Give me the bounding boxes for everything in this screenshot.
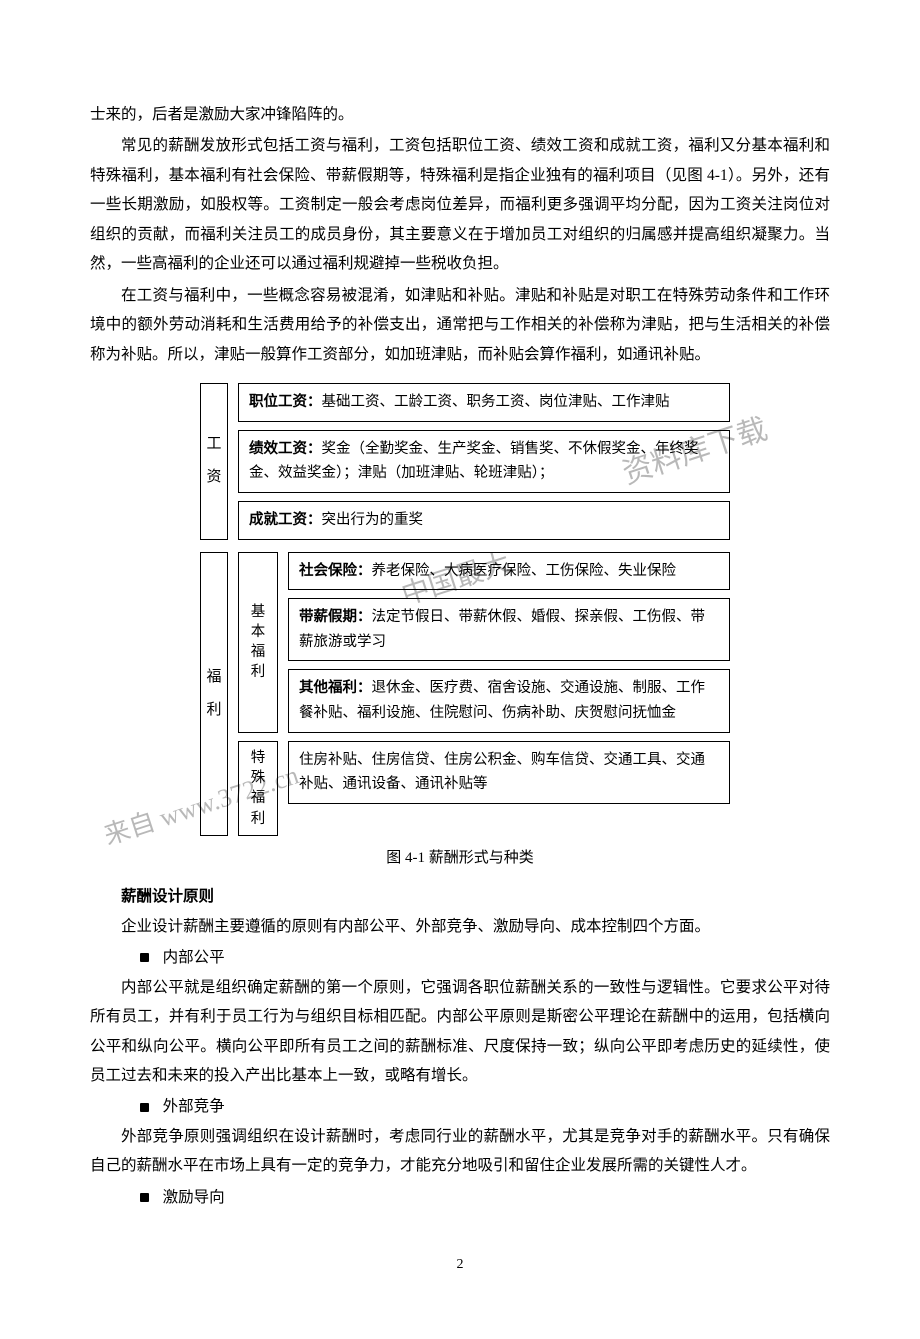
- special-welfare-box: 住房补贴、住房信贷、住房公积金、购车信贷、交通工具、交通补贴、通讯设备、通讯补贴…: [288, 741, 730, 804]
- internal-fairness-text: 内部公平就是组织确定薪酬的第一个原则，它强调各职位薪酬关系的一致性与逻辑性。它要…: [90, 973, 830, 1091]
- box-lead: 带薪假期：: [299, 609, 372, 625]
- design-heading: 薪酬设计原则: [90, 882, 830, 911]
- diagram-caption: 图 4-1 薪酬形式与种类: [90, 844, 830, 873]
- wage-section: 工资 职位工资：基础工资、工龄工资、职务工资、岗位津贴、工作津贴 绩效工资：奖金…: [200, 383, 730, 540]
- bullet-external-competition: 外部竞争: [140, 1092, 830, 1121]
- external-competition-text: 外部竞争原则强调组织在设计薪酬时，考虑同行业的薪酬水平，尤其是竞争对手的薪酬水平…: [90, 1122, 830, 1181]
- wage-label: 工资: [200, 383, 228, 540]
- bullet-icon: [140, 953, 149, 962]
- basic-welfare-label: 基本福利: [238, 552, 278, 733]
- box-lead: 成就工资：: [249, 512, 322, 528]
- paragraph-forms: 常见的薪酬发放形式包括工资与福利，工资包括职位工资、绩效工资和成就工资，福利又分…: [90, 131, 830, 278]
- compensation-diagram: 资料库下载 中国最大 来自 www.3722.cn 工资 职位工资：基础工资、工…: [90, 383, 830, 872]
- box-content: 住房补贴、住房信贷、住房公积金、购车信贷、交通工具、交通补贴、通讯设备、通讯补贴…: [299, 752, 705, 793]
- welfare-section: 福利 基本福利 社会保险：养老保险、大病医疗保险、工伤保险、失业保险 带薪假期：…: [200, 552, 730, 836]
- box-lead: 绩效工资：: [249, 441, 322, 457]
- position-wage-box: 职位工资：基础工资、工龄工资、职务工资、岗位津贴、工作津贴: [238, 383, 730, 422]
- box-lead: 社会保险：: [299, 563, 372, 579]
- paragraph-continued: 士来的，后者是激励大家冲锋陷阵的。: [90, 100, 830, 129]
- bullet-icon: [140, 1193, 149, 1202]
- paid-leave-box: 带薪假期：法定节假日、带薪休假、婚假、探亲假、工伤假、带薪旅游或学习: [288, 598, 730, 661]
- social-insurance-box: 社会保险：养老保险、大病医疗保险、工伤保险、失业保险: [288, 552, 730, 591]
- box-lead: 职位工资：: [249, 394, 322, 410]
- bullet-label: 内部公平: [163, 943, 225, 972]
- bullet-label: 激励导向: [163, 1183, 225, 1212]
- basic-welfare-row: 基本福利 社会保险：养老保险、大病医疗保险、工伤保险、失业保险 带薪假期：法定节…: [238, 552, 730, 733]
- special-welfare-label: 特殊福利: [238, 741, 278, 836]
- box-content: 基础工资、工龄工资、职务工资、岗位津贴、工作津贴: [322, 394, 670, 410]
- page-number: 2: [90, 1252, 830, 1279]
- bullet-label: 外部竞争: [163, 1092, 225, 1121]
- bullet-internal-fairness: 内部公平: [140, 943, 830, 972]
- box-content: 养老保险、大病医疗保险、工伤保险、失业保险: [372, 563, 677, 579]
- welfare-label: 福利: [200, 552, 228, 836]
- design-lead: 企业设计薪酬主要遵循的原则有内部公平、外部竞争、激励导向、成本控制四个方面。: [90, 912, 830, 941]
- performance-wage-box: 绩效工资：奖金（全勤奖金、生产奖金、销售奖、不休假奖金、年终奖金、效益奖金）；津…: [238, 430, 730, 493]
- box-content: 突出行为的重奖: [322, 512, 424, 528]
- other-welfare-box: 其他福利：退休金、医疗费、宿舍设施、交通设施、制服、工作餐补贴、福利设施、住院慰…: [288, 669, 730, 732]
- special-welfare-row: 特殊福利 住房补贴、住房信贷、住房公积金、购车信贷、交通工具、交通补贴、通讯设备…: [238, 741, 730, 836]
- box-lead: 其他福利：: [299, 680, 372, 696]
- bullet-incentive-orientation: 激励导向: [140, 1183, 830, 1212]
- achievement-wage-box: 成就工资：突出行为的重奖: [238, 501, 730, 540]
- paragraph-terms: 在工资与福利中，一些概念容易被混淆，如津贴和补贴。津贴和补贴是对职工在特殊劳动条…: [90, 281, 830, 369]
- bullet-icon: [140, 1103, 149, 1112]
